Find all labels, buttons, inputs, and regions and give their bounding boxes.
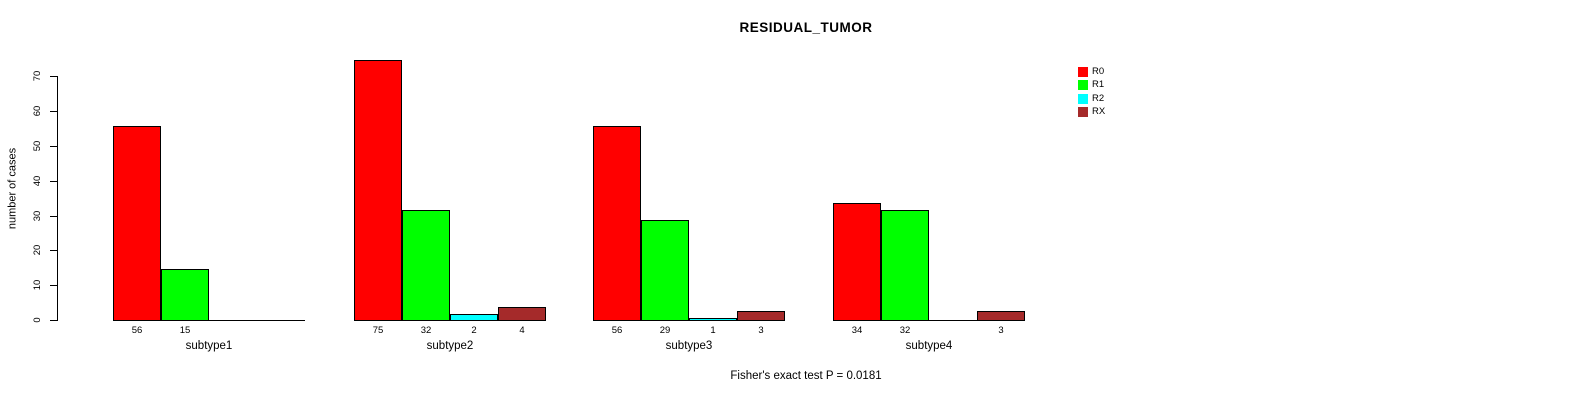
bar-value-label: 34 — [851, 325, 863, 336]
bar-value-label: 3 — [998, 325, 1004, 336]
category-label-subtype2: subtype2 — [426, 340, 474, 352]
chart-title: RESIDUAL_TUMOR — [739, 20, 873, 35]
legend-label-r2: R2 — [1092, 92, 1105, 104]
bar-value-label: 56 — [611, 325, 623, 336]
y-tick-mark — [50, 215, 57, 217]
bar-r1-subtype3 — [641, 220, 689, 321]
bar-rx-subtype2 — [498, 307, 546, 321]
category-label-subtype4: subtype4 — [905, 340, 953, 352]
y-tick-label: 0 — [32, 317, 43, 323]
bar-value-label: 3 — [758, 325, 764, 336]
y-tick-mark — [50, 250, 57, 252]
category-label-subtype3: subtype3 — [665, 340, 713, 352]
y-axis-title: number of cases — [6, 147, 19, 230]
legend-label-rx: RX — [1092, 105, 1106, 117]
bar-value-label: 56 — [131, 325, 143, 336]
bar-value-label: 75 — [372, 325, 384, 336]
y-tick-label: 10 — [32, 279, 43, 291]
y-tick-label: 50 — [32, 140, 43, 152]
legend-swatch-r1 — [1078, 80, 1088, 91]
y-tick-label: 60 — [32, 105, 43, 117]
bar-rx-subtype3 — [737, 311, 785, 321]
bar-r0-subtype1 — [113, 126, 161, 321]
bar-r1-subtype1 — [161, 269, 209, 321]
bar-r2-subtype3 — [689, 318, 737, 321]
y-tick-mark — [50, 146, 57, 147]
bar-value-label: 32 — [899, 325, 911, 336]
bar-r0-subtype2 — [354, 60, 402, 321]
bar-r0-subtype3 — [593, 126, 641, 321]
legend-swatch-r0 — [1078, 67, 1088, 77]
bar-value-label: 4 — [519, 325, 525, 336]
legend-label-r1: R1 — [1092, 79, 1105, 91]
bar-r1-subtype2 — [402, 210, 450, 321]
bar-value-label: 1 — [710, 325, 716, 336]
y-tick-label: 70 — [32, 71, 43, 82]
group-x-axis — [833, 320, 1025, 321]
bar-r1-subtype4 — [881, 210, 929, 321]
group-x-axis — [113, 320, 305, 321]
y-axis-line — [57, 76, 58, 321]
legend-label-r0: R0 — [1092, 66, 1105, 77]
y-tick-mark — [50, 320, 57, 321]
bar-rx-subtype4 — [977, 311, 1025, 321]
y-tick-label: 20 — [32, 245, 43, 256]
y-tick-mark — [50, 76, 57, 78]
bar-value-label: 2 — [471, 325, 477, 336]
bar-r2-subtype2 — [450, 314, 498, 321]
y-tick-label: 40 — [32, 175, 43, 187]
legend-swatch-rx — [1078, 106, 1088, 117]
y-tick-mark — [50, 180, 57, 182]
category-label-subtype1: subtype1 — [185, 340, 233, 352]
fisher-test-annotation: Fisher's exact test P = 0.0181 — [730, 370, 882, 382]
bar-r0-subtype4 — [833, 203, 881, 321]
bar-value-label: 32 — [420, 325, 432, 336]
bar-value-label: 15 — [179, 325, 191, 336]
y-tick-mark — [50, 111, 57, 113]
legend-swatch-r2 — [1078, 93, 1088, 104]
y-tick-mark — [50, 285, 57, 287]
bar-value-label: 29 — [659, 325, 671, 336]
y-tick-label: 30 — [32, 210, 43, 221]
